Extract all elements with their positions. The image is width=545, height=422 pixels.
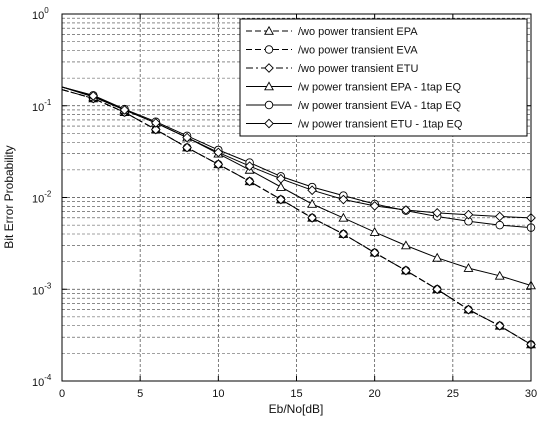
diamond-marker xyxy=(338,229,349,239)
diamond-marker xyxy=(338,194,349,205)
legend-label: /wo power transient EPA xyxy=(298,26,418,38)
diamond-marker xyxy=(494,211,505,222)
series-layer xyxy=(61,86,536,350)
ticks: 0 5 10 15 20 25 30 10-4 10-3 10-2 10-1 100 xyxy=(32,6,537,400)
x-axis-label: Eb/No[dB] xyxy=(269,402,324,416)
legend-entry: /w power transient EPA - 1tap EQ xyxy=(246,81,461,94)
legend-label: /wo power transient EVA xyxy=(298,45,418,57)
legend-box xyxy=(239,18,528,137)
circle-marker xyxy=(495,220,504,230)
diamond-marker xyxy=(182,132,192,143)
diamond-marker xyxy=(150,124,161,135)
legend-label: /w power transient EPA - 1tap EQ xyxy=(298,82,461,94)
diamond-marker xyxy=(264,63,274,73)
y-tick-label: 100 xyxy=(32,6,49,22)
triangle-marker xyxy=(264,25,274,35)
triangle-marker xyxy=(463,262,474,272)
diamond-marker xyxy=(276,173,286,184)
diamond-marker xyxy=(432,284,443,295)
circle-marker xyxy=(264,100,274,110)
circle-marker xyxy=(264,45,274,54)
legend-entry: /w power transient EVA - 1tap EQ xyxy=(246,100,461,112)
legend-entry: /w power transient ETU - 1tap EQ xyxy=(246,119,463,131)
diamond-marker xyxy=(182,142,192,153)
triangle-marker xyxy=(400,240,411,250)
diamond-marker xyxy=(369,247,380,258)
diamond-marker xyxy=(213,147,224,158)
series-line xyxy=(61,86,532,219)
triangle-marker xyxy=(264,81,274,91)
legend-label: /w power transient ETU - 1tap EQ xyxy=(298,119,463,131)
diamond-marker xyxy=(307,185,317,196)
triangle-marker xyxy=(369,226,380,236)
x-tick-label: 25 xyxy=(447,388,459,400)
y-tick-label: 10-3 xyxy=(32,281,52,297)
diamond-marker xyxy=(369,201,380,211)
diamond-marker xyxy=(401,205,411,215)
triangle-marker xyxy=(275,181,286,191)
x-tick-label: 20 xyxy=(369,388,381,400)
legend-entry: /wo power transient ETU xyxy=(246,63,418,75)
triangle-marker xyxy=(494,270,505,280)
legend-entry: /wo power transient EPA xyxy=(246,25,418,38)
diamond-marker xyxy=(119,105,130,115)
x-tick-label: 5 xyxy=(137,388,143,400)
legend: /wo power transient EPA/wo power transie… xyxy=(239,18,528,137)
diamond-marker xyxy=(88,91,99,101)
series-6 xyxy=(61,86,536,223)
series-line xyxy=(61,86,532,229)
diamond-marker xyxy=(264,118,274,129)
diamond-marker xyxy=(307,213,317,223)
triangle-marker xyxy=(432,252,443,262)
diamond-marker xyxy=(432,208,443,218)
y-tick-label: 10-1 xyxy=(32,98,52,114)
triangle-marker xyxy=(307,198,318,208)
triangle-marker xyxy=(338,212,349,222)
diamond-marker xyxy=(150,118,161,128)
diamond-marker xyxy=(244,161,255,171)
legend-label: /w power transient EVA - 1tap EQ xyxy=(298,100,461,112)
diamond-marker xyxy=(213,159,224,170)
y-tick-label: 10-2 xyxy=(32,190,52,206)
y-axis-label: Bit Error Probability xyxy=(2,145,16,248)
diamond-marker xyxy=(244,176,255,187)
diamond-marker xyxy=(276,194,286,205)
y-tick-label: 10-4 xyxy=(32,373,52,389)
x-tick-label: 30 xyxy=(525,388,537,400)
legend-entry: /wo power transient EVA xyxy=(246,45,418,57)
series-3 xyxy=(61,89,536,350)
series-line xyxy=(61,89,532,345)
diamond-marker xyxy=(463,209,474,220)
x-tick-label: 15 xyxy=(290,388,302,400)
x-tick-label: 10 xyxy=(212,388,224,400)
x-tick-label: 0 xyxy=(59,388,65,400)
diamond-marker xyxy=(463,304,474,315)
legend-label: /wo power transient ETU xyxy=(298,63,418,75)
diamond-marker xyxy=(401,265,411,276)
diamond-marker xyxy=(494,320,505,331)
